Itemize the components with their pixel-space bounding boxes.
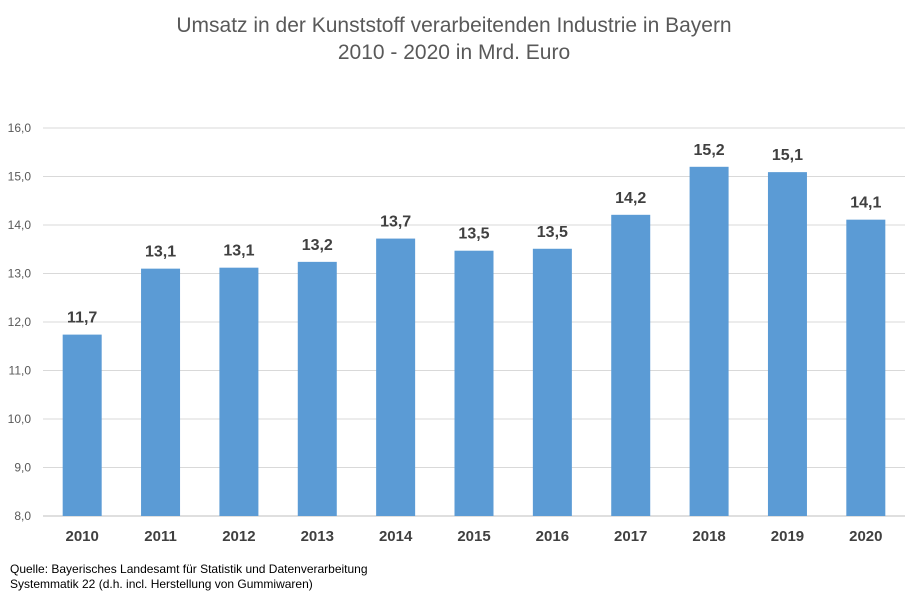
- bar-2012: [219, 267, 259, 516]
- chart-title-line-1: Umsatz in der Kunststoff verarbeitenden …: [176, 14, 731, 37]
- data-label-2017: 14,2: [615, 190, 646, 207]
- bar-2015: [454, 250, 494, 516]
- bar-2020: [846, 219, 886, 517]
- x-tick-label-2013: 2013: [301, 528, 334, 545]
- data-labels: 11,7 13,1 13,1 13,2 13,7 13,5 13,5 14,2 15,2 15,1…: [67, 142, 881, 327]
- bar-2011: [141, 268, 181, 516]
- x-tick-label-2014: 2014: [379, 528, 413, 545]
- bar-2014: [376, 238, 416, 516]
- y-tick-label: 9,0: [14, 461, 31, 475]
- data-label-2015: 13,5: [458, 226, 489, 243]
- x-tick-label-2012: 2012: [222, 528, 255, 545]
- x-tick-label-2019: 2019: [771, 528, 804, 545]
- bar-2016: [532, 248, 572, 516]
- y-tick-label: 16,0: [8, 121, 32, 135]
- source-note-line-2: Systemmatik 22 (d.h. incl. Herstellung v…: [10, 577, 313, 591]
- x-tick-label-2016: 2016: [536, 528, 569, 545]
- bar-2010: [62, 334, 102, 516]
- y-tick-label: 8,0: [14, 509, 31, 523]
- bar-2013: [297, 261, 337, 516]
- source-note-line-1: Quelle: Bayerisches Landesamt für Statis…: [10, 562, 368, 576]
- data-label-2012: 13,1: [223, 243, 254, 260]
- chart-title-line-2: 2010 - 2020 in Mrd. Euro: [338, 41, 570, 64]
- data-label-2014: 13,7: [380, 214, 411, 231]
- data-label-2016: 13,5: [537, 224, 568, 241]
- data-label-2018: 15,2: [694, 142, 725, 159]
- x-tick-label-2017: 2017: [614, 528, 647, 545]
- bar-2019: [767, 172, 807, 516]
- y-tick-label: 13,0: [8, 267, 32, 281]
- x-tick-label-2011: 2011: [144, 528, 177, 545]
- data-label-2019: 15,1: [772, 147, 803, 164]
- y-axis: 8,0 9,0 10,0 11,0 12,0 13,0 14,0 15,0 16,0: [8, 121, 32, 523]
- y-tick-label: 15,0: [8, 170, 32, 184]
- data-label-2010: 11,7: [67, 310, 97, 327]
- x-axis: 2010 2011 2012 2013 2014 2015 2016 2017 2018 2019…: [65, 528, 882, 545]
- x-tick-label-2015: 2015: [457, 528, 490, 545]
- y-tick-label: 12,0: [8, 315, 32, 329]
- y-tick-label: 14,0: [8, 218, 32, 232]
- y-tick-label: 10,0: [8, 412, 32, 426]
- bar-2018: [689, 166, 729, 517]
- bar-2017: [611, 214, 651, 516]
- bars: [62, 166, 886, 517]
- data-label-2011: 13,1: [145, 244, 176, 261]
- y-tick-label: 11,0: [9, 364, 32, 378]
- x-tick-label-2020: 2020: [849, 528, 882, 545]
- data-label-2020: 14,1: [850, 195, 881, 212]
- x-tick-label-2010: 2010: [65, 528, 98, 545]
- data-label-2013: 13,2: [302, 237, 333, 254]
- x-tick-label-2018: 2018: [692, 528, 725, 545]
